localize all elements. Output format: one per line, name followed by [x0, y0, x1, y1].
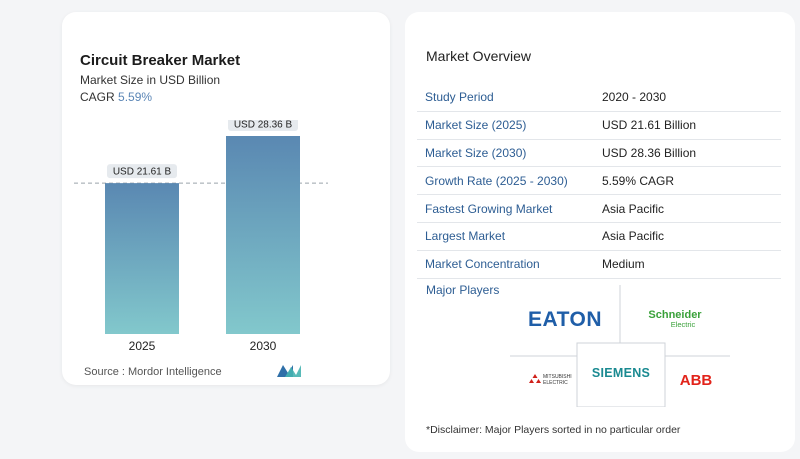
overview-row-label: Growth Rate (2025 - 2030)	[425, 173, 568, 188]
bar-2030	[226, 136, 300, 334]
schneider-logo-text: Schneider	[648, 309, 702, 321]
overview-title: Market Overview	[426, 48, 532, 64]
chart-subtitle: Market Size in USD Billion	[80, 73, 221, 87]
data-label: USD 28.36 B	[234, 120, 293, 131]
overview-row-value: Asia Pacific	[602, 201, 665, 216]
cagr-line: CAGR 5.59%	[80, 90, 152, 104]
overview-row: Largest Market Asia Pacific	[417, 223, 781, 251]
cagr-label: CAGR	[80, 90, 115, 104]
mitsubishi-diamond-icon	[532, 374, 538, 378]
overview-row: Market Concentration Medium	[417, 251, 781, 279]
overview-row-label: Market Size (2025)	[425, 118, 527, 133]
overview-row-value: 2020 - 2030	[602, 90, 667, 105]
disclaimer: *Disclaimer: Major Players sorted in no …	[426, 424, 681, 436]
mitsubishi-diamond-icon	[529, 379, 534, 383]
mitsubishi-logo-text: MITSUBISHI	[543, 374, 572, 380]
data-label-bg	[228, 120, 298, 131]
overview-row-label: Market Concentration	[425, 257, 540, 272]
overview-row: Fastest Growing Market Asia Pacific	[417, 195, 781, 223]
overview-row-value: USD 28.36 Billion	[602, 145, 697, 160]
source-text: Source : Mordor Intelligence	[84, 366, 222, 378]
overview-row-value: Medium	[602, 257, 645, 272]
overview-row: Market Size (2030) USD 28.36 Billion	[417, 140, 781, 168]
siemens-logo-text: SIEMENS	[592, 366, 650, 380]
overview-row: Study Period 2020 - 2030	[417, 84, 781, 112]
overview-row: Market Size (2025) USD 21.61 Billion	[417, 112, 781, 140]
abb-logo: ABB	[680, 372, 713, 389]
chart-title: Circuit Breaker Market	[80, 52, 241, 69]
siemens-logo: SIEMENS	[592, 366, 650, 380]
mordor-logo-icon	[277, 365, 301, 377]
overview-row: Growth Rate (2025 - 2030) 5.59% CAGR	[417, 167, 781, 196]
overview-row-value: 5.59% CAGR	[602, 173, 675, 188]
overview-row-label: Study Period	[425, 90, 494, 105]
mitsubishi-diamond-icon	[536, 379, 541, 383]
data-label: USD 21.61 B	[113, 167, 172, 178]
schneider-logo-subtext: Electric	[671, 320, 696, 329]
overview-row-value: USD 21.61 Billion	[602, 118, 697, 133]
eaton-logo-text: EATON	[528, 308, 602, 331]
siemens-box	[576, 342, 666, 407]
mitsubishi-logo-subtext: ELECTRIC	[543, 380, 568, 386]
players-title: Major Players	[426, 283, 500, 297]
bar-2025	[105, 183, 179, 334]
x-tick-label: 2025	[129, 339, 156, 353]
x-tick-label: 2030	[250, 339, 277, 353]
overview-row-value: Asia Pacific	[602, 229, 665, 244]
bar-chart: USD 21.61 B 2025 USD 28.36 B 2030	[74, 120, 328, 353]
mitsubishi-logo: MITSUBISHI ELECTRIC	[529, 374, 572, 386]
overview-row-label: Fastest Growing Market	[425, 201, 553, 216]
overview-table: Study Period 2020 - 2030 Market Size (2025…	[417, 84, 781, 279]
overview-row-label: Market Size (2030)	[425, 145, 527, 160]
abb-logo-text: ABB	[680, 372, 713, 389]
overview-row-label: Largest Market	[425, 229, 506, 244]
schneider-logo: Schneider Electric	[648, 309, 702, 329]
eaton-logo: EATON	[528, 308, 602, 331]
players-grid: EATON Schneider Electric SIEMENS MITSUBI…	[510, 285, 730, 407]
cagr-value: 5.59%	[118, 90, 153, 104]
data-label-bg	[107, 164, 177, 179]
